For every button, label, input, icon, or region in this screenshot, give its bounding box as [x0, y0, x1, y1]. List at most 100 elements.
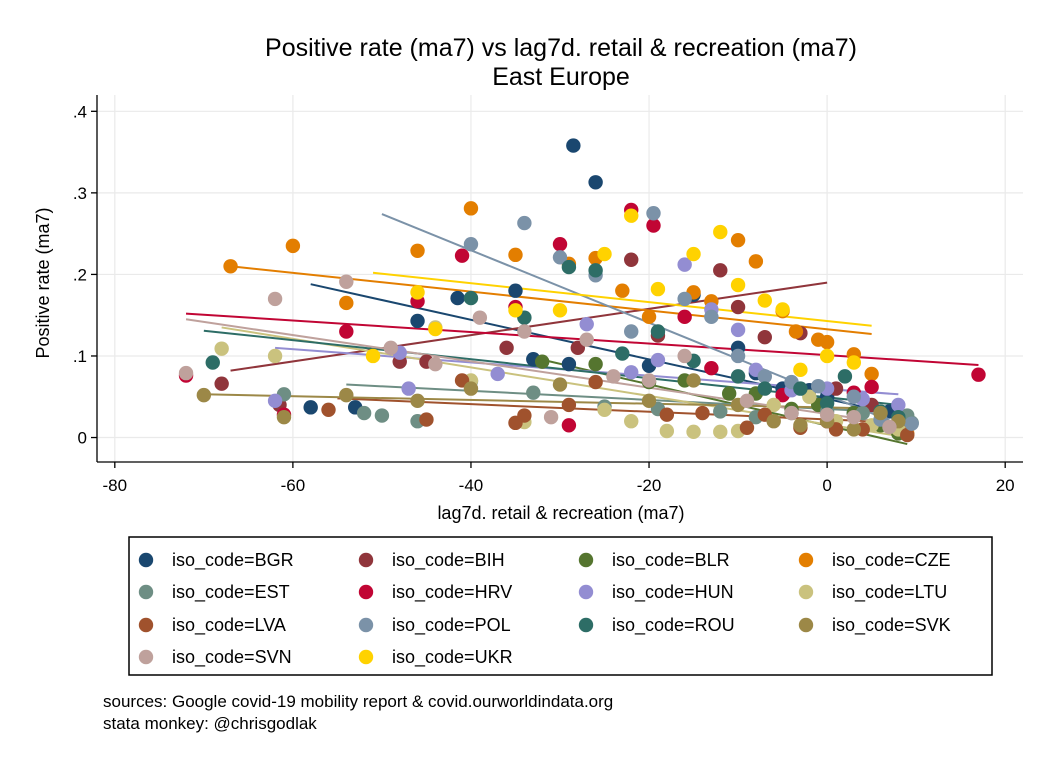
legend-item-0: iso_code=BGR: [138, 550, 294, 571]
legend-item-12: iso_code=SVN: [138, 647, 292, 668]
point-s12-15: [846, 409, 862, 425]
legend-label-12: iso_code=SVN: [172, 647, 292, 668]
legend-label-10: iso_code=ROU: [612, 615, 735, 636]
legend-marker-7: [798, 584, 814, 600]
y-axis-title: Positive rate (ma7): [33, 207, 53, 358]
point-s13-11: [757, 293, 772, 308]
legend-item-9: iso_code=POL: [358, 615, 511, 636]
gridlines: [97, 95, 1023, 462]
point-s13-9: [713, 224, 728, 240]
point-s10-9: [757, 381, 772, 396]
point-s7-7: [659, 423, 675, 439]
point-s3-19: [811, 332, 826, 347]
legend-marker-8: [138, 617, 154, 633]
legend-label-7: iso_code=LTU: [832, 582, 947, 603]
chart-title: Positive rate (ma7) vs lag7d. retail & r…: [265, 34, 857, 62]
legend-label-5: iso_code=HRV: [392, 582, 512, 603]
point-s13-0: [365, 348, 381, 364]
point-s8-4: [517, 408, 532, 423]
legend-label-0: iso_code=BGR: [172, 550, 294, 571]
point-s7-11: [766, 397, 781, 413]
legend-marker-0: [138, 552, 154, 568]
point-s2-1: [588, 356, 603, 372]
legend-item-10: iso_code=ROU: [578, 615, 735, 636]
legend: iso_code=BGR iso_code=BIH iso_code=BLR iso_…: [138, 550, 951, 668]
point-s11-12: [846, 422, 862, 437]
point-s5-16: [971, 367, 986, 382]
point-s10-12: [837, 369, 853, 384]
point-s8-7: [659, 407, 675, 422]
point-s13-4: [552, 303, 568, 318]
legend-item-11: iso_code=SVK: [798, 615, 951, 636]
point-s12-11: [677, 348, 692, 364]
point-s9-0: [463, 237, 479, 252]
point-s8-5: [561, 397, 577, 413]
point-s6-3: [490, 366, 505, 382]
point-s3-3: [410, 243, 425, 258]
point-s8-1: [419, 412, 434, 427]
point-s0-0: [566, 138, 581, 153]
legend-item-7: iso_code=LTU: [798, 582, 947, 603]
legend-box: [128, 536, 993, 676]
point-s12-13: [784, 405, 799, 421]
legend-marker-6: [578, 584, 594, 600]
legend-label-13: iso_code=UKR: [392, 647, 513, 668]
legend-item-5: iso_code=HRV: [358, 582, 512, 603]
point-s11-9: [766, 414, 781, 429]
point-s13-6: [624, 208, 639, 223]
point-s7-9: [713, 424, 728, 440]
point-s7-8: [686, 424, 701, 440]
point-s8-8: [695, 405, 710, 421]
legend-label-11: iso_code=SVK: [832, 615, 951, 636]
point-s3-0: [223, 259, 238, 274]
legend-marker-2: [578, 552, 594, 568]
point-s11-4: [463, 381, 479, 396]
legend-label-9: iso_code=POL: [392, 615, 511, 636]
point-s12-6: [517, 324, 532, 339]
author-note: stata monkey: @chrisgodlak: [103, 714, 317, 733]
point-s11-10: [793, 418, 808, 433]
point-s11-1: [276, 409, 292, 425]
point-s13-12: [775, 302, 790, 317]
legend-marker-4: [138, 584, 154, 600]
point-s6-6: [650, 352, 666, 368]
point-s5-15: [864, 379, 879, 395]
point-s13-2: [428, 321, 443, 337]
legend-label-2: iso_code=BLR: [612, 550, 730, 571]
point-s12-10: [641, 373, 657, 388]
legend-label-6: iso_code=HUN: [612, 582, 734, 603]
point-s9-1: [517, 215, 532, 231]
legend-marker-9: [358, 617, 374, 633]
point-s13-10: [730, 277, 746, 293]
point-s12-5: [472, 310, 488, 325]
point-s8-9: [739, 420, 755, 435]
point-s1-6: [624, 252, 639, 267]
point-s10-8: [730, 369, 746, 384]
y-tick-label-1: .1: [73, 347, 87, 366]
legend-item-3: iso_code=CZE: [798, 550, 951, 571]
x-axis-title: lag7d. retail & recreation (ma7): [437, 503, 684, 523]
point-s3-18: [864, 366, 879, 382]
point-s13-15: [846, 355, 862, 370]
point-s10-5: [615, 346, 630, 361]
point-s12-16: [882, 419, 897, 435]
point-s6-7: [677, 257, 692, 272]
point-s13-3: [508, 303, 523, 318]
point-s10-3: [561, 259, 577, 275]
point-s8-0: [321, 402, 336, 418]
point-s1-10: [757, 330, 772, 345]
point-s9-14: [904, 416, 919, 431]
y-tick-label-4: .4: [73, 102, 87, 121]
point-s12-8: [579, 332, 594, 347]
legend-item-13: iso_code=UKR: [358, 647, 513, 668]
point-s11-6: [641, 393, 657, 409]
point-s10-1: [463, 290, 479, 306]
legend-marker-13: [358, 649, 374, 665]
point-s7-6: [624, 414, 639, 429]
point-s9-5: [646, 206, 661, 221]
point-s11-5: [552, 377, 568, 392]
point-s3-15: [788, 324, 804, 339]
point-s0-1: [588, 175, 603, 190]
point-s3-2: [339, 295, 354, 311]
